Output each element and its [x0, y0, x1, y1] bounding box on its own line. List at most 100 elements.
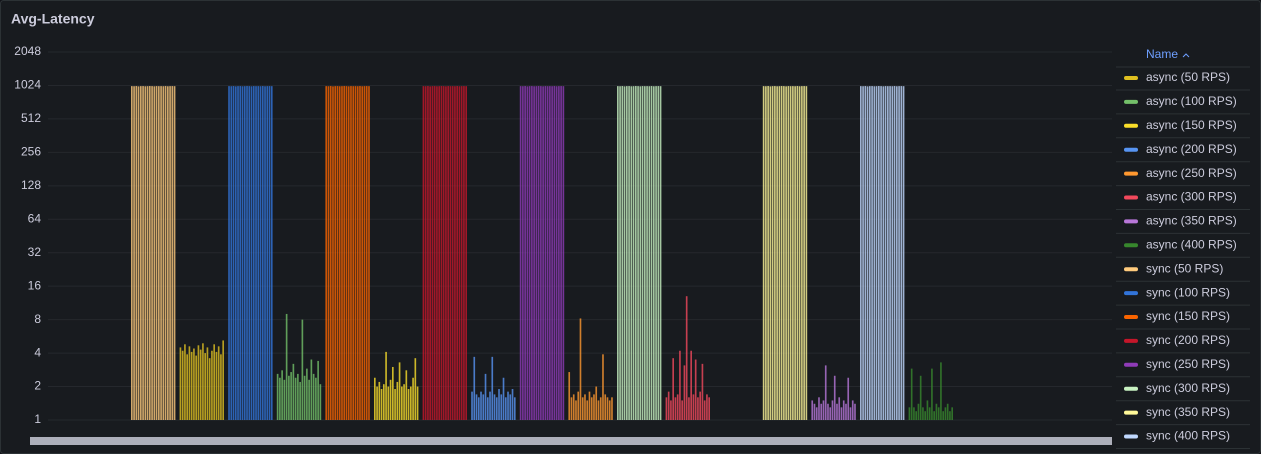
- bar: [246, 86, 248, 420]
- bar: [849, 407, 852, 420]
- bar: [692, 394, 695, 420]
- bar: [889, 86, 891, 421]
- legend-label[interactable]: async (100 RPS): [1146, 94, 1237, 108]
- y-tick-label: 1024: [14, 78, 41, 92]
- bar: [873, 86, 876, 420]
- legend-label[interactable]: sync (400 RPS): [1146, 429, 1230, 443]
- bar: [917, 403, 920, 420]
- bar: [190, 351, 193, 420]
- legend-label[interactable]: sync (350 RPS): [1146, 405, 1230, 419]
- bar: [862, 86, 864, 421]
- bar: [164, 86, 167, 420]
- bar: [878, 86, 880, 420]
- bar: [924, 411, 926, 420]
- bar: [829, 407, 832, 420]
- bar: [146, 86, 149, 420]
- bar: [480, 391, 482, 420]
- bar: [540, 86, 542, 421]
- bar: [171, 86, 174, 421]
- bar: [213, 344, 215, 420]
- bar: [445, 86, 447, 421]
- bar: [703, 400, 706, 420]
- bar: [864, 86, 867, 420]
- bar: [706, 394, 708, 420]
- legend-label[interactable]: sync (150 RPS): [1146, 309, 1230, 323]
- bar: [833, 375, 836, 420]
- legend-label[interactable]: async (200 RPS): [1146, 142, 1237, 156]
- bar: [611, 397, 613, 420]
- bar: [630, 86, 633, 420]
- bar: [513, 397, 516, 420]
- bar: [940, 362, 942, 420]
- bar: [220, 354, 222, 420]
- legend-label[interactable]: async (350 RPS): [1146, 214, 1237, 228]
- bar: [140, 86, 142, 421]
- bar: [913, 407, 915, 420]
- bar: [880, 86, 882, 421]
- bar: [179, 347, 182, 420]
- bar: [813, 403, 816, 420]
- legend-label[interactable]: sync (200 RPS): [1146, 333, 1230, 347]
- bar: [383, 384, 385, 420]
- legend-label[interactable]: async (50 RPS): [1146, 70, 1230, 84]
- y-tick-label: 512: [21, 111, 41, 125]
- bar: [568, 372, 571, 420]
- legend-label[interactable]: sync (300 RPS): [1146, 381, 1230, 395]
- legend-label[interactable]: sync (50 RPS): [1146, 261, 1223, 275]
- bar: [144, 86, 147, 420]
- bar: [477, 397, 480, 420]
- bar: [160, 86, 162, 421]
- bar: [604, 394, 607, 420]
- bar: [285, 313, 288, 420]
- bar: [169, 86, 171, 421]
- bar: [824, 365, 827, 420]
- bar: [581, 397, 584, 420]
- bar: [131, 86, 133, 421]
- bar: [621, 86, 624, 420]
- legend-label[interactable]: async (150 RPS): [1146, 118, 1237, 132]
- bar: [632, 86, 635, 420]
- bar: [590, 397, 593, 420]
- bar: [385, 351, 387, 420]
- legend-swatch: [1124, 315, 1138, 319]
- bar: [208, 358, 211, 420]
- legend-label[interactable]: sync (250 RPS): [1146, 357, 1230, 371]
- bar: [599, 397, 602, 420]
- bar: [186, 354, 188, 420]
- bar: [922, 407, 924, 420]
- bar: [412, 377, 414, 420]
- legend-label[interactable]: async (250 RPS): [1146, 166, 1237, 180]
- legend-swatch: [1124, 243, 1138, 248]
- bar: [504, 397, 507, 420]
- y-tick-label: 4: [34, 345, 41, 359]
- bar: [368, 86, 370, 420]
- legend-label[interactable]: async (400 RPS): [1146, 237, 1237, 251]
- legend-swatch: [1124, 410, 1138, 415]
- bar: [410, 386, 412, 420]
- legend-label[interactable]: sync (100 RPS): [1146, 285, 1230, 299]
- bar: [142, 86, 144, 421]
- bar: [526, 86, 529, 421]
- legend-label[interactable]: async (300 RPS): [1146, 190, 1237, 204]
- bar: [602, 354, 604, 420]
- y-tick-label: 2048: [14, 44, 41, 58]
- bar: [352, 86, 355, 420]
- bar: [237, 86, 239, 421]
- bar: [694, 359, 697, 420]
- bar: [681, 400, 683, 420]
- bar: [650, 86, 653, 420]
- bar: [500, 394, 503, 420]
- bar: [359, 86, 361, 420]
- bar: [276, 373, 279, 420]
- bar: [915, 411, 917, 420]
- bar: [549, 86, 551, 421]
- bar: [327, 86, 330, 421]
- bar: [431, 86, 434, 421]
- bar: [451, 86, 454, 421]
- bar: [637, 86, 639, 421]
- bar: [416, 386, 419, 420]
- bar: [376, 386, 378, 420]
- bar: [820, 403, 823, 420]
- bar: [533, 86, 535, 420]
- legend-header[interactable]: Name: [1146, 47, 1178, 61]
